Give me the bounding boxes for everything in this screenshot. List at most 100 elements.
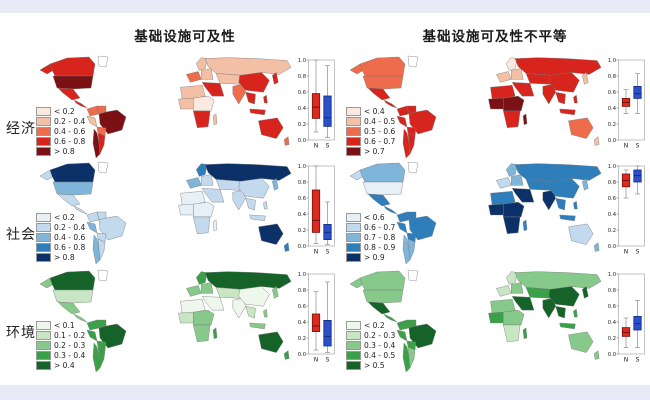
region-easteurope: [201, 68, 214, 80]
region-australia: [568, 223, 594, 245]
region-easteurope: [201, 282, 214, 294]
region-usa: [362, 289, 404, 304]
region-japan: [272, 286, 279, 299]
legend-item: 0.2 - 0.4: [36, 222, 85, 232]
y-tick-label: 0.4: [298, 320, 307, 326]
region-centralam: [383, 313, 398, 323]
region-newzealand: [283, 242, 290, 252]
region-argentina: [97, 132, 106, 155]
region-scandinavia: [506, 57, 518, 71]
legend: < 0.4 0.4 - 0.5 0.5 - 0.6 0.6 - 0.7 > 0.7: [346, 106, 395, 156]
y-tick-label: 1.0: [608, 272, 616, 278]
region-westeurope: [496, 285, 512, 297]
region-scandinavia: [506, 163, 518, 177]
y-tick-label: 0.8: [608, 288, 616, 294]
region-mideast: [202, 296, 225, 311]
boxplot: 1.0 0.8 0.6 0.4 0.2 0.0 N S: [608, 272, 645, 364]
region-canada: [49, 270, 96, 291]
region-argentina: [407, 132, 416, 155]
legend-item: 0.5 - 0.6: [346, 126, 395, 136]
row-label-economy: 经济: [6, 121, 36, 137]
legend-swatch: [346, 212, 361, 222]
legend-label: > 0.5: [364, 360, 385, 370]
region-seasia: [245, 197, 256, 211]
map-west: [39, 161, 127, 265]
region-canada: [49, 56, 96, 77]
y-tick-label: 0.4: [298, 106, 307, 112]
region-indonesia: [559, 200, 578, 222]
region-northafrica: [180, 191, 206, 208]
legend-swatch: [346, 136, 361, 146]
region-madagascar: [212, 327, 218, 339]
region-newzealand: [283, 350, 290, 360]
legend-swatch: [36, 350, 51, 360]
region-southafrica: [503, 324, 521, 342]
legend-label: 0.4 - 0.6: [54, 126, 86, 136]
legend-item: 0.6 - 0.8: [36, 136, 85, 146]
panel-environment-inequality: < 0.2 0.2 - 0.3 0.3 - 0.4 0.4 - 0.5 > 0.5 1.0…: [345, 268, 647, 374]
x-label-n: N: [624, 249, 629, 256]
region-westafrica: [488, 97, 504, 110]
region-mideast: [202, 188, 225, 203]
legend-item: 0.7 - 0.8: [346, 232, 395, 242]
legend-item: 0.4 - 0.6: [36, 232, 85, 242]
x-label-n: N: [314, 357, 319, 364]
legend-swatch: [346, 116, 361, 126]
legend: < 0.2 0.2 - 0.4 0.4 - 0.6 0.6 - 0.8 > 0.8: [36, 212, 85, 262]
region-centralafrica: [193, 309, 215, 326]
region-argentina: [97, 238, 106, 261]
region-westeurope: [186, 71, 202, 83]
legend-swatch: [346, 350, 361, 360]
legend-item: < 0.6: [346, 212, 395, 222]
legend-item: 0.2 - 0.4: [36, 116, 85, 126]
legend-label: 0.1 - 0.2: [54, 330, 86, 340]
legend-label: 0.5 - 0.6: [364, 126, 396, 136]
region-seasia: [555, 305, 566, 319]
legend-label: 0.6 - 0.8: [54, 242, 86, 252]
boxplot: 1.0 0.8 0.6 0.4 0.2 0.0 N S: [298, 272, 335, 364]
y-tick-label: 0.6: [298, 196, 306, 202]
region-centralam: [383, 99, 398, 109]
region-centralasia: [215, 287, 242, 299]
region-greenland: [97, 161, 109, 174]
map-west: [349, 161, 437, 265]
boxplot: 1.0 0.8 0.6 0.4 0.2 0.0 N S: [608, 58, 645, 150]
legend-swatch: [346, 360, 361, 370]
region-centralasia: [525, 179, 552, 191]
top-band: [0, 0, 650, 13]
region-mexico: [57, 301, 81, 315]
region-southafrica: [503, 110, 521, 128]
legend-label: < 0.1: [54, 320, 75, 330]
region-usa: [362, 181, 404, 196]
region-japan: [272, 178, 279, 191]
region-northafrica: [490, 299, 516, 316]
panel-social-accessibility: < 0.2 0.2 - 0.4 0.4 - 0.6 0.6 - 0.8 > 0.8 1.0…: [35, 160, 337, 266]
region-westeurope: [496, 71, 512, 83]
legend-item: 0.8 - 0.9: [346, 242, 395, 252]
bottom-band: [0, 385, 650, 400]
region-argentina: [407, 238, 416, 261]
y-tick-label: 0.2: [608, 228, 616, 234]
region-canada: [359, 56, 406, 77]
region-northafrica: [180, 299, 206, 316]
region-easteurope: [511, 282, 524, 294]
region-madagascar: [212, 219, 218, 231]
x-label-s: S: [636, 357, 640, 364]
y-tick-label: 0.2: [608, 122, 616, 128]
map-west-wrap: < 0.6 0.6 - 0.7 0.7 - 0.8 0.8 - 0.9 > 0.9: [345, 160, 449, 266]
y-tick-label: 0.8: [298, 288, 306, 294]
legend-label: 0.6 - 0.7: [364, 222, 396, 232]
box-s: [323, 320, 332, 347]
legend-swatch: [346, 252, 361, 262]
region-easteurope: [511, 174, 524, 186]
region-greenland: [407, 55, 419, 68]
boxplot-frame: [308, 273, 335, 355]
legend-label: 0.7 - 0.8: [364, 232, 396, 242]
y-tick-label: 0.2: [298, 336, 306, 342]
region-greenland: [407, 161, 419, 174]
legend-item: 0.4 - 0.5: [346, 116, 395, 126]
legend-item: 0.4 - 0.5: [346, 350, 395, 360]
region-peru: [396, 329, 408, 342]
region-westeurope: [186, 177, 202, 189]
region-seasia: [245, 305, 256, 319]
